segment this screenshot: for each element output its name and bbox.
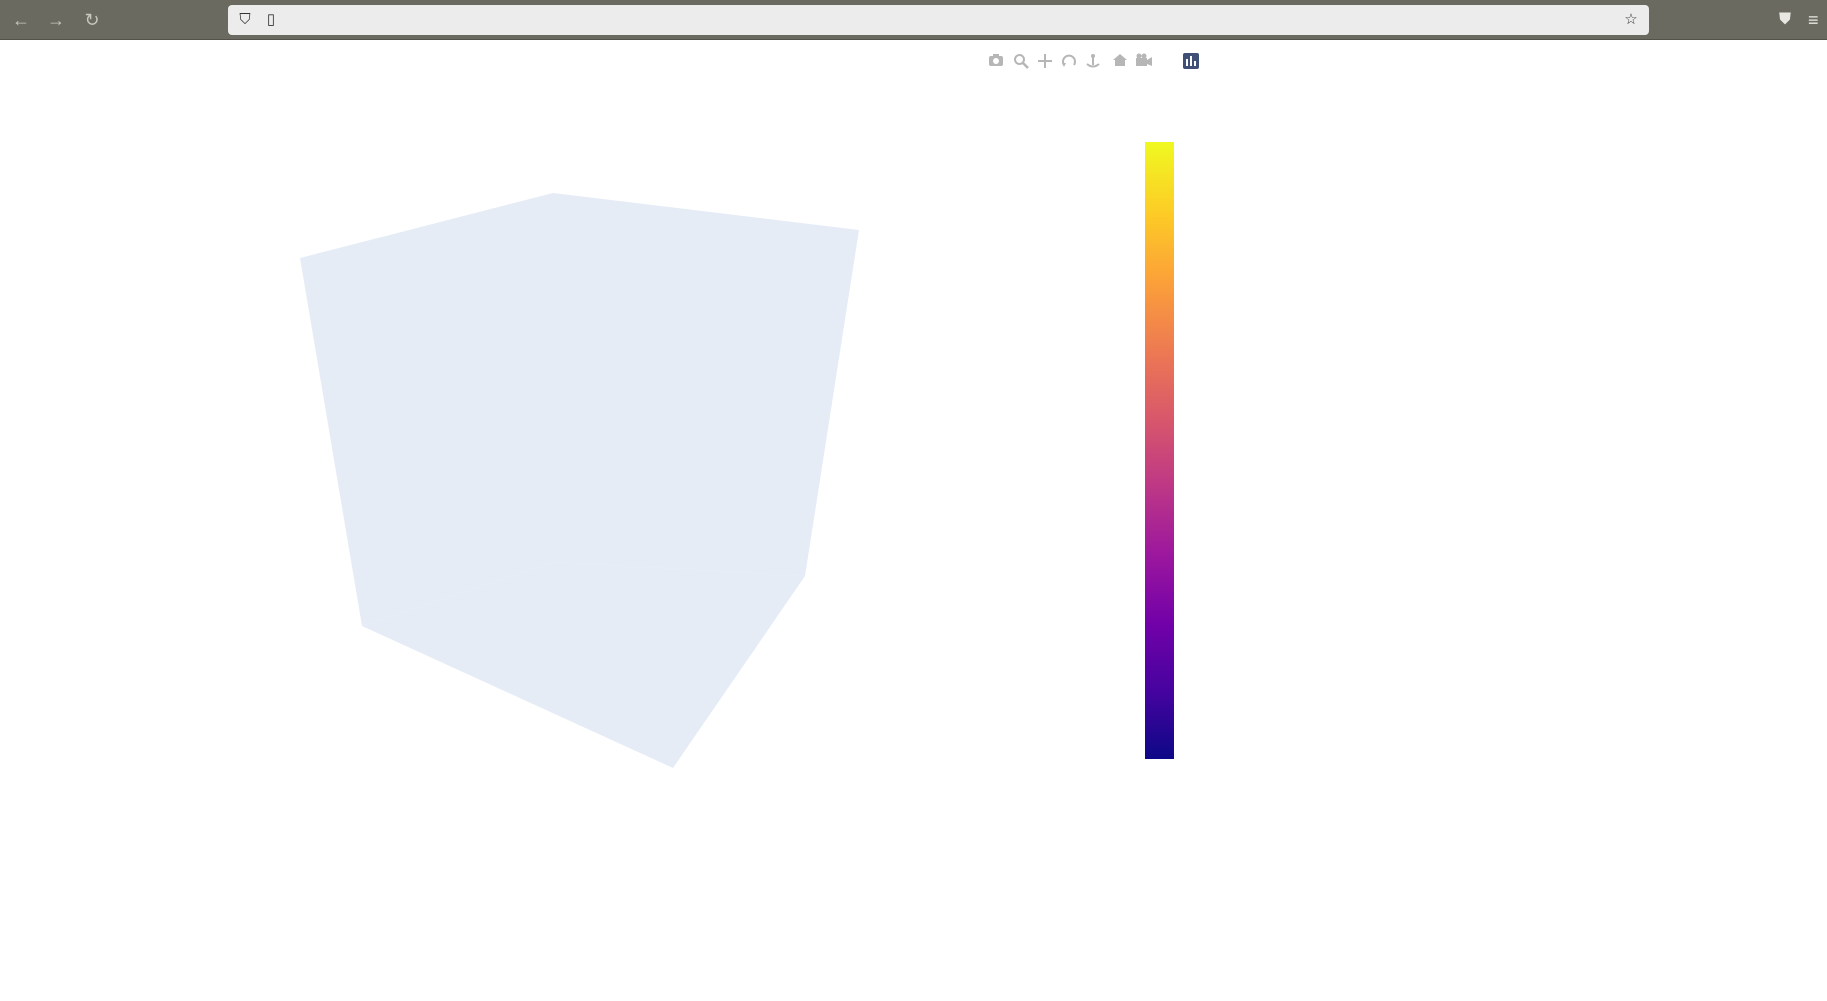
camera-view-icon[interactable] bbox=[1133, 50, 1155, 72]
back-icon[interactable]: ← bbox=[12, 10, 30, 30]
back-wall-left bbox=[300, 193, 553, 626]
url-bar[interactable]: ⛉ ▯ ☆ bbox=[228, 5, 1649, 35]
menu-icon[interactable]: ≡ bbox=[1808, 10, 1819, 30]
reload-icon[interactable]: ↻ bbox=[84, 10, 100, 30]
floor bbox=[362, 562, 805, 768]
bookmark-star-icon[interactable]: ☆ bbox=[1624, 11, 1638, 28]
forward-icon[interactable]: → bbox=[47, 10, 65, 30]
browser-toolbar: ← → ↻ ⛉ ▯ ☆ ⛊ ≡ bbox=[0, 0, 1827, 40]
zoom-icon[interactable] bbox=[1010, 50, 1032, 72]
plotly-logo-icon[interactable] bbox=[1180, 50, 1202, 72]
pan-icon[interactable] bbox=[1034, 50, 1056, 72]
orbit-icon[interactable] bbox=[1058, 50, 1080, 72]
scene-walls bbox=[300, 193, 859, 768]
turntable-icon[interactable] bbox=[1082, 50, 1104, 72]
page-icon: ▯ bbox=[266, 11, 276, 28]
back-wall-right bbox=[553, 193, 859, 576]
colorbar bbox=[1145, 142, 1174, 759]
shield-icon[interactable]: ⛉ bbox=[239, 11, 251, 28]
scatter3d-scene[interactable] bbox=[0, 40, 1827, 1001]
home-icon[interactable] bbox=[1109, 50, 1131, 72]
pocket-icon[interactable]: ⛊ bbox=[1778, 11, 1791, 28]
camera-icon[interactable] bbox=[985, 50, 1007, 72]
